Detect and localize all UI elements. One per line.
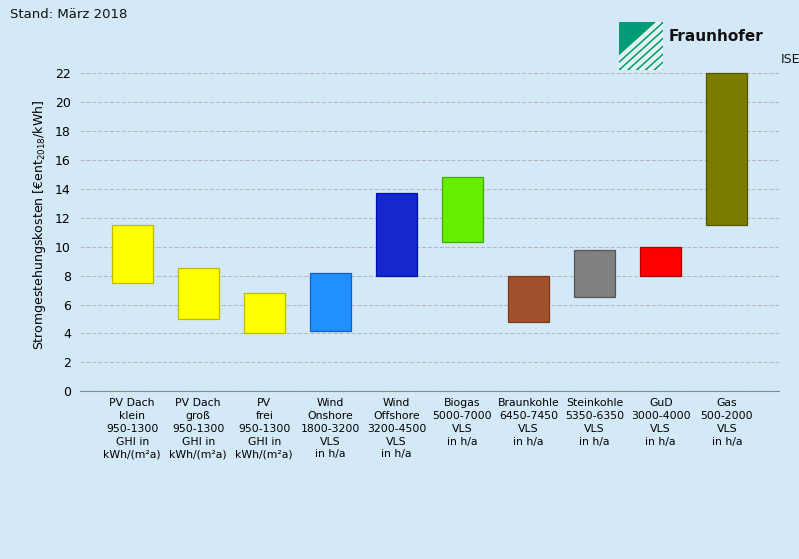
Text: ISE: ISE — [781, 53, 799, 67]
Bar — [376, 193, 417, 276]
Bar — [310, 273, 351, 330]
Text: Fraunhofer: Fraunhofer — [669, 30, 764, 45]
Y-axis label: Stromgestehungskosten [€ent$_{2018}$/kWh]: Stromgestehungskosten [€ent$_{2018}$/kWh… — [31, 100, 48, 350]
Text: Stand: März 2018: Stand: März 2018 — [10, 8, 127, 21]
Bar — [177, 268, 219, 319]
Bar — [508, 276, 549, 322]
Polygon shape — [630, 22, 687, 70]
Bar — [640, 247, 682, 276]
Bar — [244, 293, 284, 334]
Bar — [574, 249, 615, 297]
Polygon shape — [613, 22, 670, 70]
Polygon shape — [639, 22, 696, 70]
Polygon shape — [666, 22, 722, 70]
Polygon shape — [648, 22, 705, 70]
Polygon shape — [622, 22, 678, 70]
Bar — [442, 177, 483, 243]
Polygon shape — [657, 22, 714, 70]
Bar — [706, 73, 747, 225]
Bar — [112, 225, 153, 283]
Polygon shape — [604, 22, 661, 70]
